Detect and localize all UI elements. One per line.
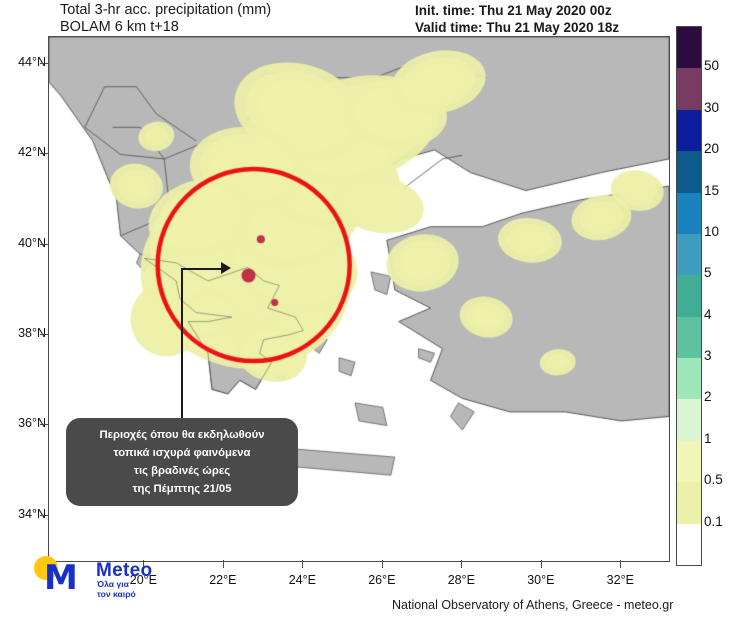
y-tick-mark [40, 243, 48, 245]
y-tick-label: 42°N [18, 145, 46, 160]
x-tick-mark [461, 560, 463, 568]
source-credit: National Observatory of Athens, Greece -… [392, 598, 674, 612]
callout-leader-horizontal [181, 268, 225, 270]
meteo-logo: M Meteo Όλα για τον καιρό [34, 556, 184, 599]
x-tick-mark [381, 560, 383, 568]
logo-dot-icon [34, 556, 58, 580]
colorbar-band [677, 151, 701, 193]
y-tick-label: 34°N [18, 506, 46, 521]
colorbar-tick-label: 3 [704, 348, 712, 364]
colorbar-tick-label: 15 [704, 182, 720, 198]
logo-tagline: Όλα για τον καιρό [97, 579, 136, 599]
colorbar-band [677, 523, 701, 565]
logo-m-icon: M [44, 558, 78, 598]
x-tick-label: 26°E [368, 573, 396, 587]
colorbar-tick-label: 0.1 [704, 513, 723, 529]
colorbar-band [677, 233, 701, 276]
y-tick-label: 40°N [18, 235, 46, 250]
y-tick-mark [40, 514, 48, 516]
colorbar-tick-label: 1 [704, 430, 712, 446]
colorbar [676, 26, 702, 566]
annotation-line-2: τοπικά ισχυρά φαινόμενα [113, 447, 251, 459]
colorbar-band [677, 275, 701, 317]
x-tick-label: 24°E [288, 573, 316, 587]
colorbar-tick-label: 20 [704, 141, 720, 157]
colorbar-tick-label: 10 [704, 223, 720, 239]
y-tick-mark [40, 153, 48, 155]
annotation-callout: Περιοχές όπου θα εκδηλωθούν τοπικά ισχυρ… [66, 418, 298, 506]
colorbar-band [677, 27, 701, 69]
colorbar-tick-label: 2 [704, 389, 712, 405]
x-tick-mark [143, 560, 145, 568]
colorbar-band [677, 68, 701, 110]
y-tick-label: 38°N [18, 326, 46, 341]
x-tick-mark [302, 560, 304, 568]
colorbar-band [677, 358, 701, 400]
colorbar-band [677, 109, 701, 152]
title-line-2: BOLAM 6 km t+18 [60, 19, 179, 35]
annotation-line-3: τις βραδινές ώρες [133, 465, 231, 477]
colorbar-tick-label: 0.5 [704, 472, 723, 488]
colorbar-tick-label: 5 [704, 265, 712, 281]
x-tick-mark [620, 560, 622, 568]
y-tick-label: 36°N [18, 416, 46, 431]
title-line-1: Total 3-hr acc. precipitation (mm) [60, 2, 272, 18]
colorbar-tick-label: 50 [704, 58, 720, 74]
y-tick-mark [40, 334, 48, 336]
y-tick-mark [40, 424, 48, 426]
x-tick-label: 30°E [527, 573, 555, 587]
x-tick-label: 20°E [129, 573, 157, 587]
callout-arrow-icon [221, 262, 231, 274]
x-tick-mark [222, 560, 224, 568]
colorbar-tick-label: 4 [704, 306, 712, 322]
chart-title: Total 3-hr acc. precipitation (mm) BOLAM… [60, 2, 390, 36]
annotation-line-4: της Πέμπτης 21/05 [132, 483, 232, 495]
annotation-line-1: Περιοχές όπου θα εκδηλωθούν [99, 429, 265, 441]
init-time-label: Init. time: Thu 21 May 2020 00z [415, 3, 612, 18]
colorbar-band [677, 482, 701, 524]
callout-leader-vertical [181, 268, 183, 420]
x-tick-label: 22°E [209, 573, 237, 587]
logo-tagline-line-1: Όλα για [97, 579, 129, 589]
x-tick-mark [540, 560, 542, 568]
valid-time-label: Valid time: Thu 21 May 2020 18z [415, 20, 620, 35]
colorbar-band [677, 192, 701, 234]
colorbar-band [677, 399, 701, 441]
colorbar-band [677, 316, 701, 358]
logo-tagline-line-2: τον καιρό [97, 588, 136, 599]
colorbar-tick-label: 30 [704, 99, 720, 115]
colorbar-band [677, 440, 701, 483]
x-tick-label: 32°E [606, 573, 634, 587]
time-info: Init. time: Thu 21 May 2020 00z Valid ti… [415, 2, 695, 36]
y-tick-mark [40, 63, 48, 65]
logo-name: Meteo [96, 560, 153, 581]
y-tick-label: 44°N [18, 55, 46, 70]
x-tick-label: 28°E [447, 573, 475, 587]
